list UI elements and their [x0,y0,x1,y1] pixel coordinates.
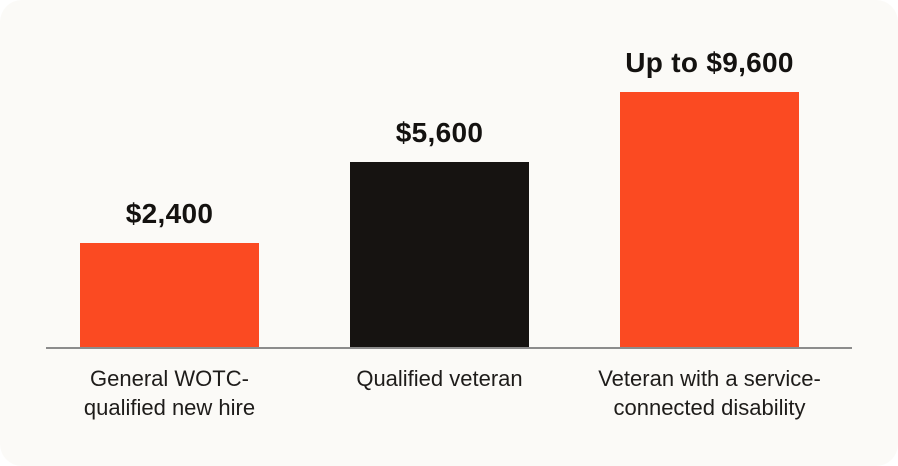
category-label-line2: connected disability [613,395,806,420]
bar-group-disabled-veteran: Up to $9,600 Veteran with a service- con… [598,0,821,466]
category-label-disabled-veteran: Veteran with a service- connected disabi… [550,364,870,422]
category-label-line1: Qualified veteran [356,366,523,391]
category-label-line1: Veteran with a service- [598,366,821,391]
bar-group-general-wotc: $2,400 General WOTC- qualified new hire [80,0,259,466]
bar-disabled-veteran [620,92,799,347]
bar-qualified-veteran [350,162,529,347]
bar-group-qualified-veteran: $5,600 Qualified veteran [350,0,529,466]
bar-value-label-disabled-veteran: Up to $9,600 [625,47,794,78]
category-label-qualified-veteran: Qualified veteran [280,364,600,393]
bar-value-label-general-wotc: $2,400 [125,198,214,229]
category-label-general-wotc: General WOTC- qualified new hire [10,364,330,422]
category-label-line1: General WOTC- [90,366,249,391]
bar-general-wotc [80,243,259,347]
x-axis-baseline [46,347,852,349]
bar-value-label-qualified-veteran: $5,600 [395,117,484,148]
category-label-line2: qualified new hire [83,395,256,420]
